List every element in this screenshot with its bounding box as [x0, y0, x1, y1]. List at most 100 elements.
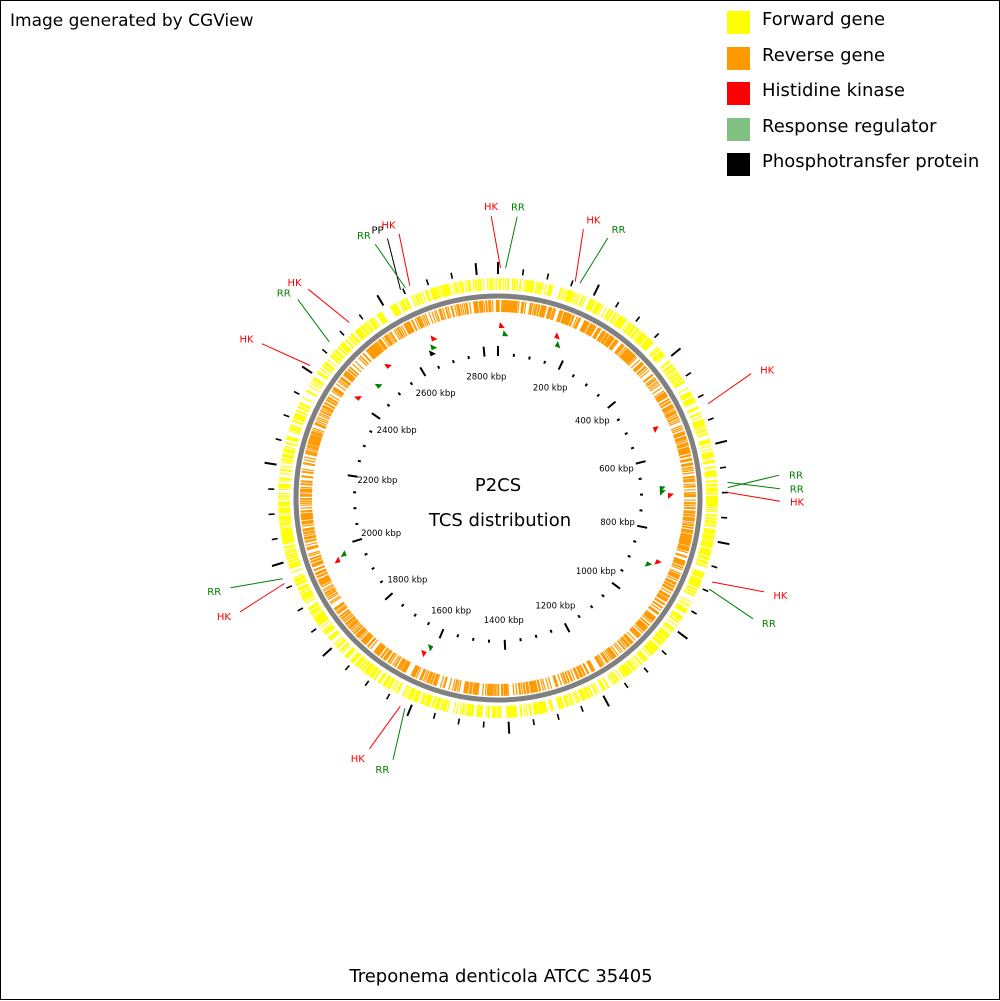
ruler-label: 1600 kbp [431, 607, 471, 617]
outer-tick [636, 317, 640, 322]
forward-gene [526, 704, 528, 716]
map-title: P2CS [475, 475, 521, 496]
forward-gene [473, 280, 474, 292]
callout-label: RR [789, 470, 803, 481]
ruler-tick [505, 640, 506, 650]
ruler-label: 2800 kbp [466, 373, 506, 383]
reverse-gene [302, 469, 314, 471]
outer-tick [603, 696, 609, 707]
callout-label: RR [511, 203, 525, 214]
ruler-tick [597, 394, 599, 396]
ruler-tick [385, 593, 392, 600]
outer-tick [625, 683, 628, 688]
ruler-label: 2200 kbp [357, 476, 397, 486]
reverse-gene [505, 300, 506, 312]
reverse-gene [518, 301, 519, 313]
reverse-gene [684, 487, 696, 488]
forward-gene [706, 511, 718, 512]
forward-gene [280, 466, 292, 468]
forward-gene [706, 490, 718, 491]
ruler-tick [414, 614, 416, 617]
forward-gene [460, 703, 462, 715]
tcs-triangle-hk [554, 332, 560, 339]
ruler-tick [358, 461, 361, 462]
outer-tick [476, 263, 477, 275]
tcs-triangle-rr [428, 644, 434, 652]
ruler-tick [578, 615, 580, 618]
outer-tick [284, 415, 290, 417]
callout-label: HK [382, 221, 397, 232]
ruler-tick [631, 448, 634, 449]
ruler-tick [637, 526, 647, 528]
outer-tick [323, 648, 332, 656]
forward-gene [544, 283, 547, 295]
forward-gene [488, 278, 489, 290]
tcs-triangle-rr [341, 550, 347, 557]
ruler-tick [536, 635, 537, 638]
tcs-triangle-pp [429, 350, 436, 356]
tcs-triangle-hk [335, 557, 341, 564]
reverse-gene [684, 508, 696, 509]
callout-line [728, 493, 780, 502]
ruler-tick [625, 433, 628, 434]
ruler-tick [621, 570, 624, 572]
outer-tick [407, 705, 412, 716]
outer-tick [434, 713, 436, 719]
forward-gene [302, 397, 313, 403]
ruler-tick [633, 541, 636, 542]
reverse-gene [487, 684, 488, 696]
forward-gene [306, 391, 317, 397]
ruler-tick [617, 419, 620, 421]
ruler-tick [370, 431, 373, 432]
outer-tick [365, 681, 369, 686]
reverse-gene-track [300, 300, 696, 696]
map-subtitle: TCS distribution [428, 510, 571, 531]
callout-line [298, 299, 329, 341]
forward-gene [465, 281, 467, 293]
ruler-tick [372, 568, 375, 570]
outer-tick [703, 589, 709, 591]
organism-name: Treponema denticola ATCC 35405 [1, 966, 1000, 987]
reverse-gene [491, 300, 492, 312]
outer-tick [276, 439, 282, 441]
reverse-gene [300, 489, 312, 490]
ruler-tick [529, 357, 530, 360]
tcs-triangle-hk [499, 322, 505, 328]
callout-line [712, 582, 764, 592]
ruler-tick [348, 475, 358, 477]
outer-tick [265, 463, 277, 465]
reverse-gene [683, 522, 695, 524]
forward-gene [280, 526, 292, 528]
forward-gene [664, 623, 674, 630]
ruler-tick [352, 539, 362, 542]
ruler-label: 2600 kbp [416, 389, 456, 399]
reverse-gene [484, 301, 485, 313]
forward-gene [706, 484, 718, 485]
reverse-gene [524, 302, 526, 314]
ruler-tick [457, 634, 458, 637]
callout-label: HK [773, 591, 788, 602]
forward-gene [465, 704, 467, 716]
outer-tick [662, 651, 666, 655]
tcs-triangle-hk [654, 559, 661, 565]
callout-label: HK [484, 202, 499, 213]
ruler-tick [636, 461, 646, 463]
outer-tick [272, 539, 278, 540]
callout-line [262, 344, 310, 366]
outer-tick [715, 441, 727, 444]
tcs-triangle-hk [668, 493, 674, 499]
outer-tick [547, 274, 548, 280]
outer-tick [698, 395, 703, 398]
ruler-tick [380, 581, 382, 583]
outer-tick [272, 563, 284, 567]
forward-gene [706, 485, 718, 486]
outer-tick [403, 289, 406, 295]
outer-tick [377, 295, 383, 305]
outer-tick [359, 315, 363, 320]
callout-label: RR [375, 765, 389, 776]
outer-tick [340, 331, 344, 335]
forward-gene [524, 704, 526, 716]
outer-tick [686, 373, 691, 376]
ruler-label: 1200 kbp [535, 602, 575, 612]
callout-label: RR [207, 587, 221, 598]
